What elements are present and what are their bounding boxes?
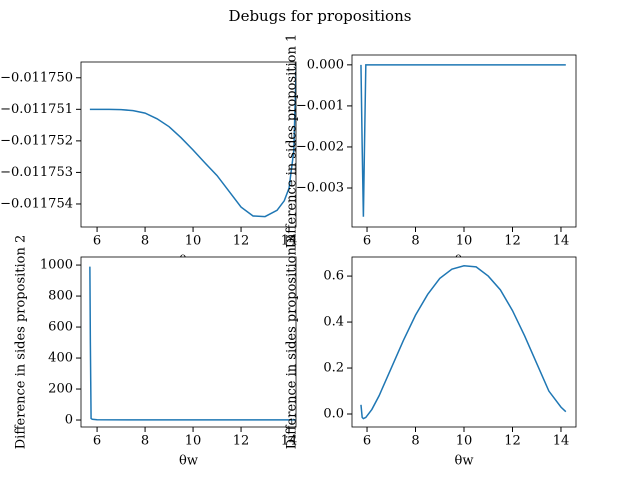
y-tick-label: 400	[48, 351, 73, 366]
figure-title: Debugs for propositions	[229, 7, 412, 25]
y-axis-label: Difference in sides proposition 3	[285, 235, 300, 450]
subplot: 6 8 10 12 14 −0.011750 −0.011751 −0.011752 −0.01…	[0, 61, 298, 269]
y-axis-label: Difference in sides proposition 2	[14, 235, 29, 450]
plot-area	[89, 63, 296, 218]
subplot: 6 8 10 12 14 0 200 400 600 800 1000 θw Difference in…	[14, 235, 298, 469]
y-tick-label: −0.002	[296, 139, 344, 154]
axes-background	[352, 55, 576, 227]
x-tick-label: 14	[553, 434, 570, 449]
y-tick-label: −0.011754	[0, 196, 73, 211]
x-tick-label: 12	[504, 234, 521, 249]
x-tick-label: 14	[553, 234, 570, 249]
plot-area	[360, 264, 567, 420]
x-tick-label: 8	[411, 234, 419, 249]
data-line	[360, 264, 567, 420]
axes-frame	[80, 61, 297, 228]
data-line	[89, 266, 296, 421]
x-tick-label: 8	[411, 434, 419, 449]
axes-frame	[80, 256, 297, 428]
y-axis-label: Difference in sides proposition 1	[285, 34, 300, 249]
y-tick-label: 0.2	[323, 361, 344, 376]
y-tick-label: 0.000	[307, 57, 344, 72]
x-tick-label: 12	[233, 234, 250, 249]
x-tick-label: 8	[141, 434, 149, 449]
data-line	[89, 63, 296, 218]
y-tick-label: −0.003	[296, 181, 344, 196]
x-tick-label: 6	[93, 234, 101, 249]
y-tick-label: 800	[48, 289, 73, 304]
axes-frame	[351, 54, 577, 228]
x-tick-label: 10	[456, 234, 473, 249]
axes-background	[81, 257, 296, 427]
x-tick-label: 12	[233, 434, 250, 449]
y-tick-label: −0.011753	[0, 165, 73, 180]
y-tick-label: −0.011752	[0, 133, 73, 148]
x-tick-label: 6	[363, 434, 371, 449]
x-axis-label: θw	[455, 454, 474, 469]
y-tick-label: 0.6	[323, 269, 344, 284]
axes-background	[352, 257, 576, 427]
y-tick-label: −0.001	[296, 98, 344, 113]
y-tick-label: 0.0	[323, 407, 344, 422]
y-tick-label: 0	[65, 413, 73, 428]
subplot: 681012140.000−0.001−0.002−0.003θwDiffere…	[285, 34, 577, 269]
x-tick-label: 6	[363, 234, 371, 249]
plot-area	[360, 64, 566, 217]
y-tick-label: 1000	[40, 258, 73, 273]
x-tick-label: 6	[93, 434, 101, 449]
x-tick-label: 10	[185, 434, 202, 449]
x-tick-label: 8	[141, 234, 149, 249]
y-tick-label: 200	[48, 382, 73, 397]
subplot: 6 8 10 12 14 0.0 0.2 0.4 0.6 θw Difference in side…	[285, 235, 577, 469]
y-tick-label: −0.011750	[0, 70, 73, 85]
x-tick-label: 14	[281, 434, 298, 449]
y-tick-label: 0.4	[323, 315, 344, 330]
x-tick-label: 12	[504, 434, 521, 449]
y-tick-label: −0.011751	[0, 102, 73, 117]
x-tick-label: 10	[185, 234, 202, 249]
axes-frame	[351, 256, 577, 428]
x-tick-label: 14	[281, 234, 298, 249]
plot-area	[89, 266, 296, 421]
x-axis-label: θw	[179, 454, 198, 469]
y-tick-label: 600	[48, 320, 73, 335]
data-line	[360, 64, 566, 217]
x-tick-label: 10	[456, 434, 473, 449]
